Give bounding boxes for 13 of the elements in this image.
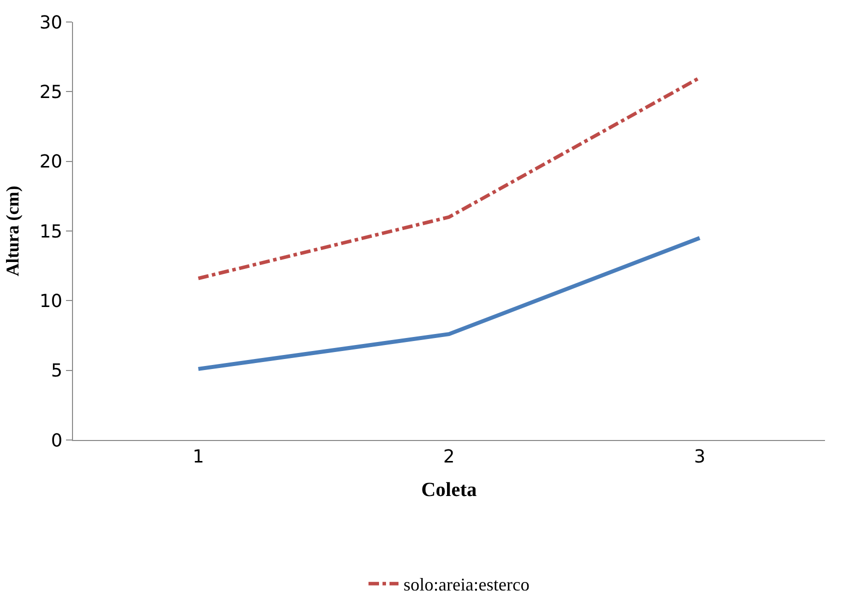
x-tick-label: 1 [192,446,204,468]
y-tick-label: 30 [39,12,62,34]
legend-label: solo:areia:esterco [404,574,530,595]
x-tick-label: 2 [443,446,455,468]
x-axis-title: Coleta [421,479,477,502]
y-tick-label: 0 [50,430,62,452]
y-tick-label: 20 [39,152,62,173]
y-axis-title: Altura (cm) [2,186,23,276]
y-tick-label: 10 [39,290,62,312]
y-tick-label: 15 [39,221,62,242]
x-tick-label: 3 [694,446,706,468]
y-tick-label: 25 [39,82,62,103]
y-tick-label: 5 [50,360,62,382]
